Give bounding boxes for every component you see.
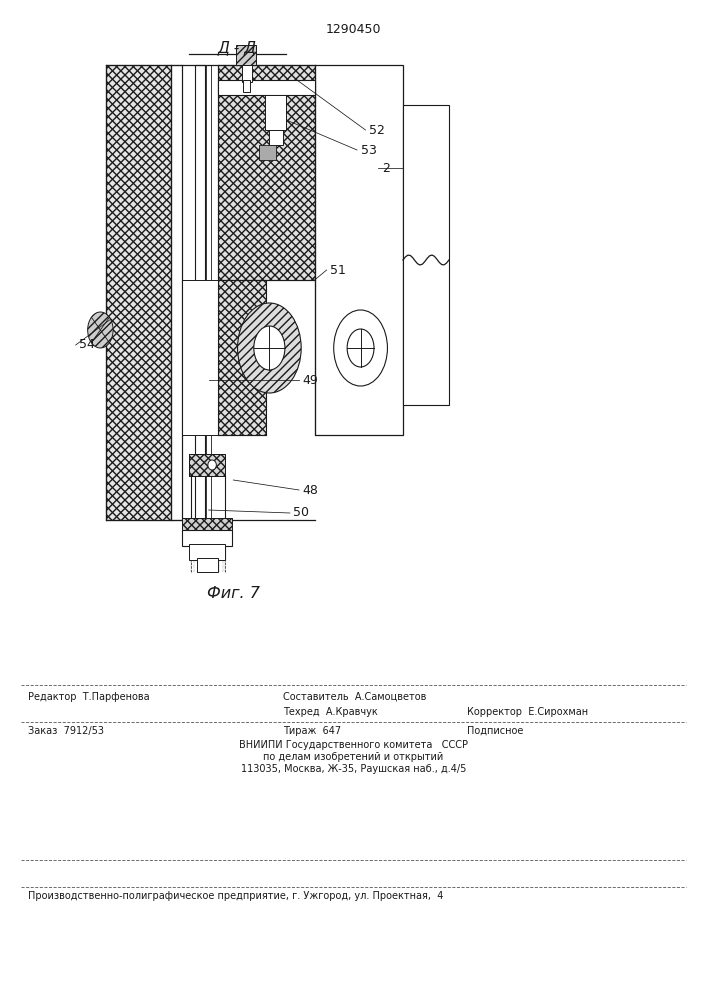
Bar	[171, 65, 182, 520]
Text: Фиг. 7: Фиг. 7	[207, 586, 259, 601]
Bar	[106, 65, 171, 520]
Circle shape	[88, 312, 113, 348]
Text: Производственно-полиграфическое предприятие, г. Ужгород, ул. Проектная,  4: Производственно-полиграфическое предприя…	[28, 891, 444, 901]
Bar	[218, 65, 315, 280]
Text: Подписное: Подписное	[467, 726, 523, 736]
Bar	[265, 95, 286, 130]
Text: 53: 53	[361, 143, 376, 156]
Bar	[182, 280, 218, 435]
Text: Техред  А.Кравчук: Техред А.Кравчук	[283, 707, 378, 717]
Text: 1290450: 1290450	[326, 23, 381, 36]
Bar	[195, 65, 205, 560]
Text: 113035, Москва, Ж-35, Раушская наб., д.4/5: 113035, Москва, Ж-35, Раушская наб., д.4…	[241, 764, 466, 774]
Text: Д - Д: Д - Д	[217, 40, 257, 55]
Text: Тираж  647: Тираж 647	[283, 726, 341, 736]
Bar	[182, 518, 232, 532]
Text: Редактор  Т.Парфенова: Редактор Т.Парфенова	[28, 692, 150, 702]
Text: 52: 52	[369, 123, 385, 136]
Text: ВНИИПИ Государственного комитета   СССР: ВНИИПИ Государственного комитета СССР	[239, 740, 468, 750]
Text: 49: 49	[303, 373, 318, 386]
Bar	[236, 45, 256, 65]
Ellipse shape	[208, 460, 216, 470]
Bar	[315, 65, 403, 435]
Bar	[182, 530, 232, 546]
Text: 48: 48	[303, 484, 318, 496]
Bar	[218, 65, 315, 280]
Circle shape	[238, 303, 301, 393]
Bar	[189, 544, 225, 560]
Bar	[243, 80, 250, 92]
Text: по делам изобретений и открытий: по делам изобретений и открытий	[264, 752, 443, 762]
Circle shape	[254, 326, 285, 370]
Text: 54: 54	[79, 338, 95, 352]
Bar	[106, 65, 171, 520]
Bar	[182, 518, 232, 532]
Bar	[197, 558, 218, 572]
Text: Заказ  7912/53: Заказ 7912/53	[28, 726, 104, 736]
Bar	[189, 454, 225, 476]
Bar	[218, 280, 266, 435]
Circle shape	[334, 310, 387, 386]
Circle shape	[347, 329, 374, 367]
Bar	[403, 105, 449, 405]
Text: Составитель  А.Самоцветов: Составитель А.Самоцветов	[283, 692, 426, 702]
Text: 50: 50	[293, 506, 310, 520]
Bar	[218, 80, 315, 95]
Bar	[206, 65, 211, 560]
Text: Корректор  Е.Сирохман: Корректор Е.Сирохман	[467, 707, 588, 717]
Bar	[218, 280, 266, 435]
Bar	[189, 454, 225, 476]
Bar	[269, 130, 283, 145]
Text: 51: 51	[330, 263, 346, 276]
Text: 2: 2	[382, 161, 390, 174]
Bar	[259, 145, 276, 160]
Bar	[242, 65, 252, 82]
